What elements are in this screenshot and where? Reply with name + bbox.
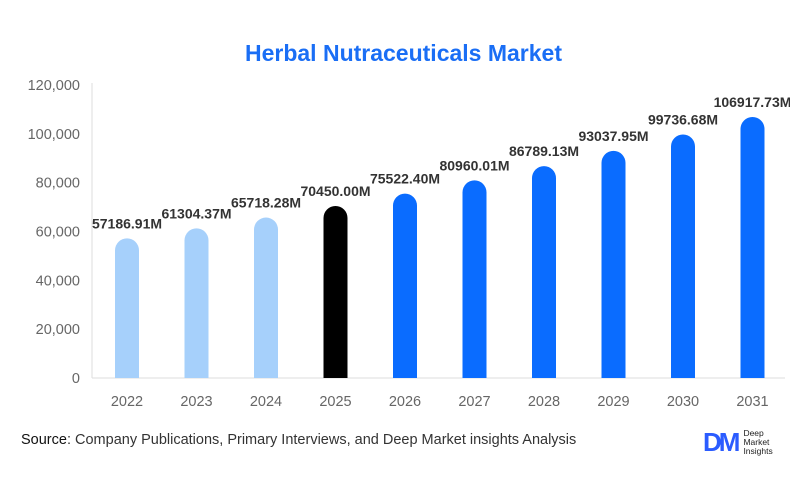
y-tick-label: 100,000 (28, 127, 80, 143)
bar-2030 (671, 134, 695, 378)
y-tick-label: 20,000 (36, 322, 80, 338)
source-label: Source (21, 432, 67, 448)
data-label: 70450.00M (300, 183, 370, 199)
data-label: 93037.95M (578, 128, 648, 144)
x-tick-label: 2026 (389, 394, 421, 410)
x-tick-label: 2022 (111, 394, 143, 410)
data-label: 75522.40M (370, 171, 440, 187)
data-label: 86789.13M (509, 143, 579, 159)
source-text: : Company Publications, Primary Intervie… (66, 432, 577, 448)
y-tick-label: 120,000 (28, 78, 80, 94)
logo-mark: DM (703, 427, 740, 457)
bar-2023 (184, 228, 209, 378)
logo-line: Deep (743, 428, 764, 438)
bar-2031 (740, 116, 765, 378)
bar-2029 (601, 150, 626, 378)
x-tick-label: 2023 (180, 394, 212, 410)
logo-line: Insights (743, 446, 773, 456)
y-tick-label: 0 (72, 371, 80, 387)
data-label: 99736.68M (648, 111, 718, 127)
x-tick-label: 2025 (319, 394, 351, 410)
y-tick-label: 40,000 (36, 273, 80, 289)
x-tick-label: 2029 (597, 394, 629, 410)
bar-2027 (462, 180, 487, 378)
bar-chart: 0 20,000 40,000 60,000 80,000 100,000 120,000 5… (28, 78, 790, 410)
x-tick-label: 2028 (528, 394, 560, 410)
bar-2024 (254, 217, 278, 378)
data-label: 61304.37M (161, 205, 231, 221)
data-label: 65718.28M (231, 195, 301, 211)
bar-2025 (323, 205, 348, 378)
bar-2022 (115, 238, 139, 378)
x-tick-label: 2031 (736, 394, 768, 410)
y-tick-label: 60,000 (36, 225, 80, 241)
x-tick-label: 2024 (250, 394, 282, 410)
source-note: Source: Company Publications, Primary In… (21, 432, 576, 448)
data-label: 106917.73M (714, 94, 790, 110)
bar-2028 (532, 166, 556, 378)
data-label: 80960.01M (439, 157, 509, 173)
chart-title: Herbal Nutraceuticals Market (244, 40, 562, 66)
logo-line: Market (743, 437, 770, 447)
data-label: 57186.91M (92, 215, 162, 231)
bar-2026 (393, 193, 417, 378)
x-tick-label: 2030 (667, 394, 699, 410)
x-tick-label: 2027 (458, 394, 490, 410)
y-tick-label: 80,000 (36, 176, 80, 192)
company-logo: DM Deep Market Insights (703, 427, 773, 458)
